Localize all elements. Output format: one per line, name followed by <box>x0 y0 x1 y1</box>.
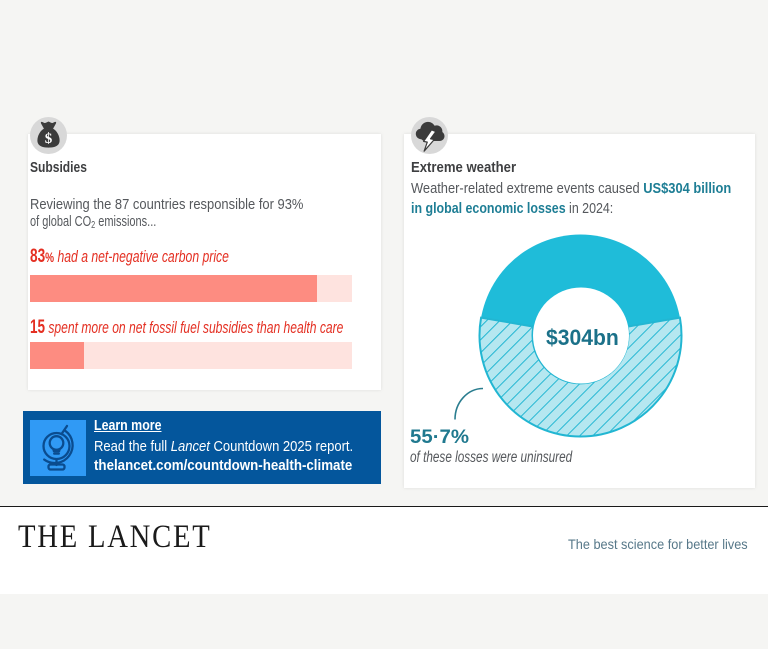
svg-text:$: $ <box>44 131 52 147</box>
